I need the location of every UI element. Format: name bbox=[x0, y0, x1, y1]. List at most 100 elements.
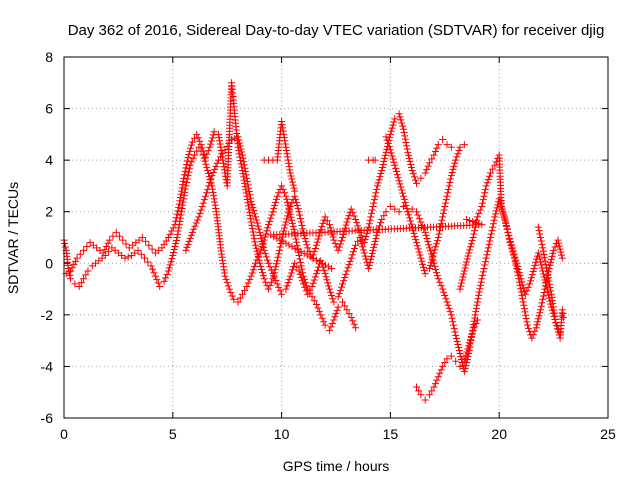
data-point bbox=[164, 267, 172, 275]
data-point bbox=[507, 242, 515, 250]
data-point bbox=[558, 254, 566, 262]
data-point bbox=[197, 141, 205, 149]
data-point bbox=[203, 163, 211, 171]
data-point bbox=[539, 295, 547, 303]
data-point bbox=[188, 228, 196, 236]
data-point bbox=[401, 198, 409, 206]
data-point bbox=[285, 206, 293, 214]
data-point bbox=[246, 276, 254, 284]
data-point bbox=[119, 236, 127, 244]
y-tick-label: 6 bbox=[45, 101, 53, 117]
data-point bbox=[221, 272, 229, 280]
data-point bbox=[283, 198, 291, 206]
data-point bbox=[434, 373, 442, 381]
data-point bbox=[512, 261, 520, 269]
data-point bbox=[343, 267, 351, 275]
data-point bbox=[213, 159, 221, 167]
data-point bbox=[515, 275, 523, 283]
data-point bbox=[284, 212, 292, 220]
data-point bbox=[491, 161, 499, 169]
data-point bbox=[384, 139, 392, 147]
data-point bbox=[445, 304, 453, 312]
data-point bbox=[245, 184, 253, 192]
data-point bbox=[261, 233, 269, 241]
data-point bbox=[212, 204, 220, 212]
data-point bbox=[399, 192, 407, 200]
data-point bbox=[334, 293, 342, 301]
data-point bbox=[341, 273, 349, 281]
data-point bbox=[398, 119, 406, 127]
data-point bbox=[77, 279, 85, 287]
data-point bbox=[399, 189, 407, 197]
data-point bbox=[244, 181, 252, 189]
data-point bbox=[296, 258, 304, 266]
data-point bbox=[187, 231, 195, 239]
data-point bbox=[517, 285, 525, 293]
data-point bbox=[438, 216, 446, 224]
data-point bbox=[298, 265, 306, 273]
data-point bbox=[515, 278, 523, 286]
data-point bbox=[242, 189, 250, 197]
data-point bbox=[285, 209, 293, 217]
data-point bbox=[203, 189, 211, 197]
data-point bbox=[228, 136, 236, 144]
data-point bbox=[537, 237, 545, 245]
data-point bbox=[369, 246, 377, 254]
data-point bbox=[540, 250, 548, 258]
data-point bbox=[382, 133, 390, 141]
data-point bbox=[207, 175, 215, 183]
data-point bbox=[215, 134, 223, 142]
data-point bbox=[416, 251, 424, 259]
data-point bbox=[195, 213, 203, 221]
data-point bbox=[272, 198, 280, 206]
data-point bbox=[421, 396, 429, 404]
data-point bbox=[477, 278, 485, 286]
data-point bbox=[273, 192, 281, 200]
data-point bbox=[250, 207, 258, 215]
data-point bbox=[391, 161, 399, 169]
data-point bbox=[386, 203, 394, 211]
data-point bbox=[455, 344, 463, 352]
data-point bbox=[358, 240, 366, 248]
data-point bbox=[284, 153, 292, 161]
data-point bbox=[539, 244, 547, 252]
data-point bbox=[339, 280, 347, 288]
data-point bbox=[378, 163, 386, 171]
data-point bbox=[542, 264, 550, 272]
data-point bbox=[278, 182, 286, 190]
data-point bbox=[388, 124, 396, 132]
data-point bbox=[540, 273, 548, 281]
data-point bbox=[544, 270, 552, 278]
data-point bbox=[483, 179, 491, 187]
data-point bbox=[406, 217, 414, 225]
data-point bbox=[176, 197, 184, 205]
data-point bbox=[375, 176, 383, 184]
data-point bbox=[361, 236, 369, 244]
data-point bbox=[437, 366, 445, 374]
data-point bbox=[105, 248, 113, 256]
data-point bbox=[306, 253, 314, 261]
data-point bbox=[243, 282, 251, 290]
data-point bbox=[549, 249, 557, 257]
data-point bbox=[330, 298, 338, 306]
data-point bbox=[522, 311, 530, 319]
data-point bbox=[179, 201, 187, 209]
data-point bbox=[121, 254, 129, 262]
data-point bbox=[428, 387, 436, 395]
data-point bbox=[246, 191, 254, 199]
data-point bbox=[336, 240, 344, 248]
data-point bbox=[546, 284, 554, 292]
data-point bbox=[301, 235, 309, 243]
data-point bbox=[426, 159, 434, 167]
data-point bbox=[486, 237, 494, 245]
data-point bbox=[320, 266, 328, 274]
data-point bbox=[288, 216, 296, 224]
data-point bbox=[514, 271, 522, 279]
data-point bbox=[444, 301, 452, 309]
data-point bbox=[178, 187, 186, 195]
data-point bbox=[321, 321, 329, 329]
data-point bbox=[239, 154, 247, 162]
data-point bbox=[534, 318, 542, 326]
data-point bbox=[531, 261, 539, 269]
data-point bbox=[421, 270, 429, 278]
